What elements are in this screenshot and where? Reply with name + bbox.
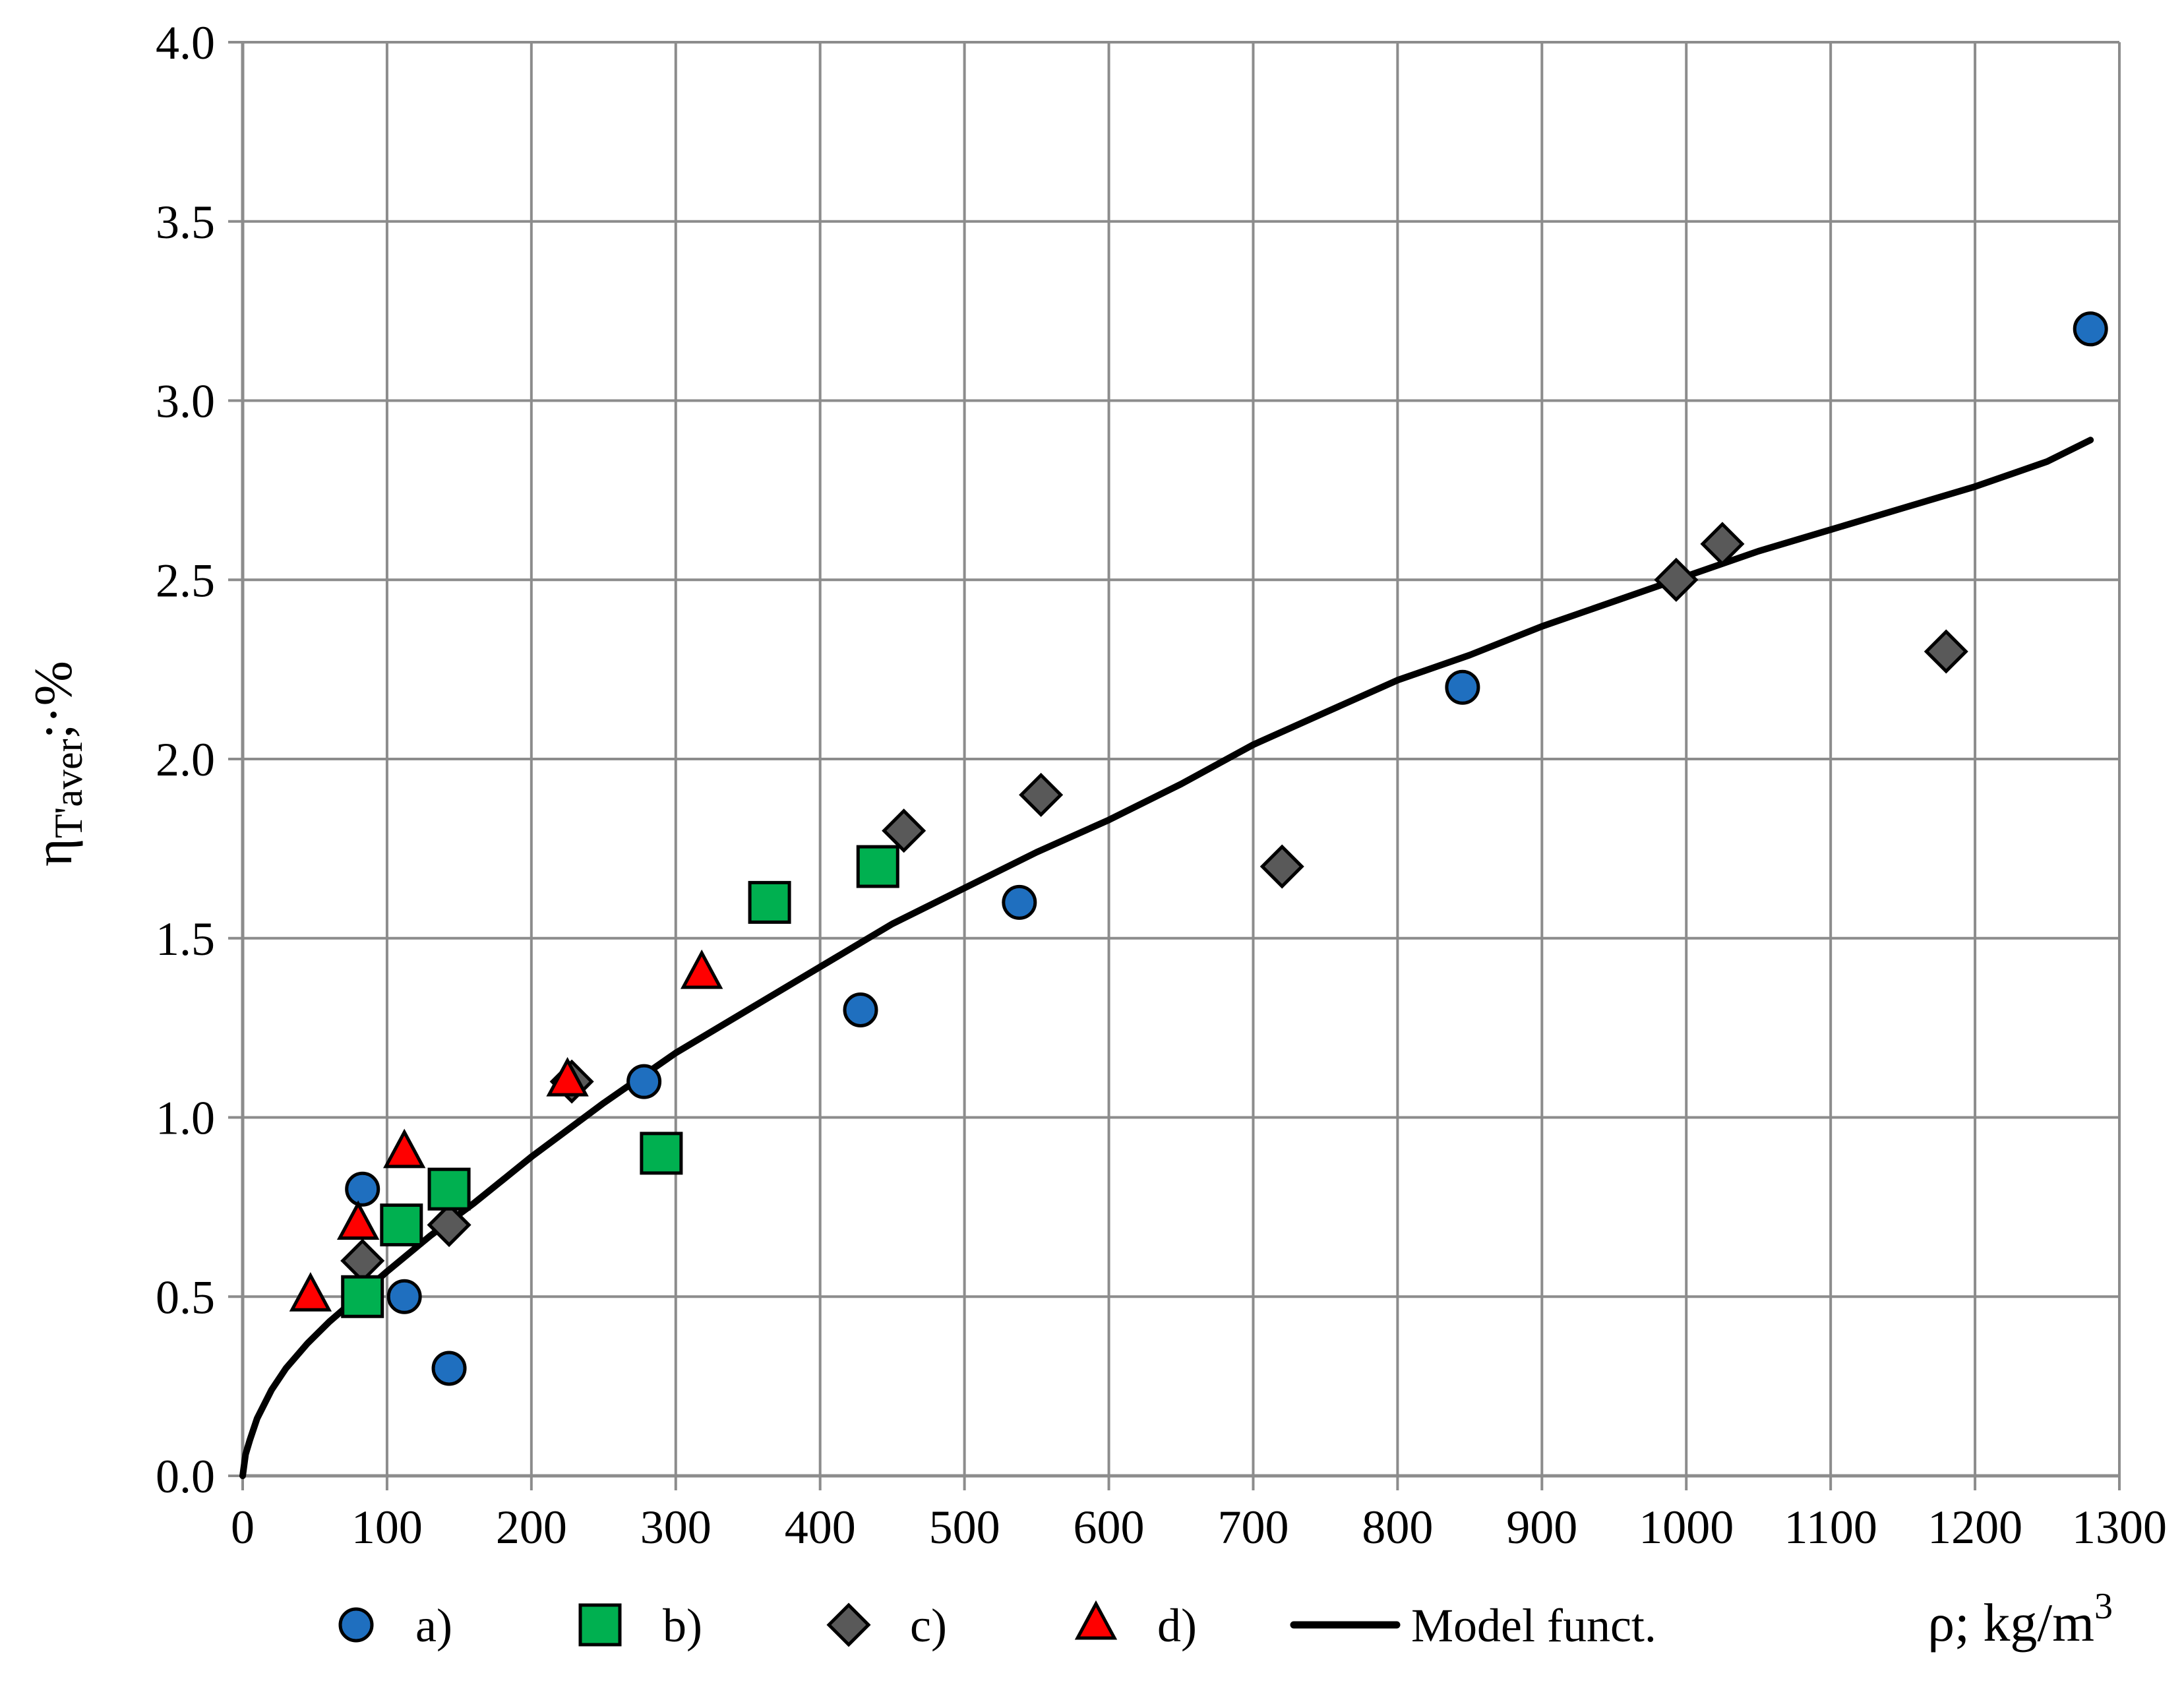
series-a-point <box>1002 884 1037 920</box>
grid-lines <box>243 41 2121 1476</box>
tick-labels: 0 100 200 300 400 500 600 700 800 900 1000 1100 1200… <box>156 16 2167 1554</box>
series-d-point <box>546 1056 589 1097</box>
series-b-point <box>380 1203 423 1247</box>
x-tick-label: 900 <box>1506 1501 1577 1554</box>
x-tick-label: 500 <box>929 1501 1000 1554</box>
series-c-point <box>1700 522 1745 566</box>
series-b-point <box>341 1275 384 1318</box>
series-a-point <box>843 992 878 1027</box>
x-tick-label: 200 <box>496 1501 567 1554</box>
series-b-point <box>427 1167 471 1211</box>
legend-label-a: a) <box>415 1599 452 1652</box>
series-b-point <box>856 845 899 888</box>
series-d-point <box>336 1200 380 1240</box>
x-tick-label: 1000 <box>1639 1501 1734 1554</box>
y-tick-label: 3.5 <box>156 196 215 249</box>
series-d-point <box>289 1271 332 1312</box>
y-tick-label: 2.0 <box>156 733 215 786</box>
y-tick-label: 0.5 <box>156 1271 215 1324</box>
legend-symbol-b <box>578 1603 622 1647</box>
legend-symbol-d <box>1074 1600 1118 1640</box>
series-a-point <box>2073 311 2108 347</box>
series-a-point <box>626 1064 662 1099</box>
series-c-point <box>1259 844 1304 889</box>
axes <box>228 41 2121 1490</box>
series-c-point <box>882 808 926 853</box>
legend-label-b: b) <box>663 1599 702 1652</box>
legend-label-modelfunct: Model funct. <box>1411 1599 1656 1652</box>
y-tick-label: 0.0 <box>156 1450 215 1503</box>
series-d-point <box>383 1128 426 1169</box>
series-c-point <box>427 1203 471 1248</box>
y-tick-label: 1.0 <box>156 1092 215 1145</box>
x-tick-label: 800 <box>1362 1501 1433 1554</box>
x-tick-label: 1100 <box>1784 1501 1877 1554</box>
x-axis-label-sup: 3 <box>2094 1586 2113 1627</box>
y-axis-label-main: η <box>23 838 83 867</box>
y-axis-label: ηT'aver;·% <box>23 661 90 867</box>
x-tick-label: 400 <box>785 1501 856 1554</box>
x-tick-label: 600 <box>1074 1501 1145 1554</box>
series-a-point <box>386 1279 422 1314</box>
model-function-line <box>239 437 2094 1479</box>
series-d-point <box>680 949 723 989</box>
series-b-point <box>640 1132 683 1175</box>
x-tick-label: 100 <box>351 1501 423 1554</box>
series-c-point <box>1654 557 1699 602</box>
series-b-point <box>748 880 791 924</box>
legend: a) b) c) d) Model funct. <box>338 1599 1656 1652</box>
y-axis-label-tail: ;·% <box>23 661 83 739</box>
y-tick-label: 4.0 <box>156 16 215 69</box>
x-tick-label: 1300 <box>2072 1501 2167 1554</box>
y-tick-label: 3.0 <box>156 375 215 428</box>
data-markers <box>289 311 2108 1386</box>
x-tick-label: 1200 <box>1927 1501 2022 1554</box>
legend-label-d: d) <box>1157 1599 1197 1652</box>
legend-label-c: c) <box>910 1599 947 1652</box>
x-tick-label: 700 <box>1217 1501 1289 1554</box>
series-c-point <box>1019 772 1064 817</box>
series-a-point <box>1445 669 1480 705</box>
y-axis-label-sub: T'aver <box>47 739 90 838</box>
series-c-point <box>1924 629 1968 674</box>
x-tick-label: 0 <box>231 1501 255 1554</box>
model-function-layer <box>239 437 2094 1479</box>
series-a-point <box>345 1171 380 1207</box>
series-a-point <box>431 1351 467 1386</box>
legend-symbol-c <box>826 1602 871 1647</box>
legend-symbol-a <box>338 1607 374 1643</box>
x-axis-label: ρ; kg/m3 <box>1927 1586 2113 1653</box>
y-tick-label: 2.5 <box>156 554 215 607</box>
x-tick-label: 300 <box>640 1501 712 1554</box>
y-tick-label: 1.5 <box>156 913 215 965</box>
x-axis-label-base: ρ; kg/m <box>1927 1593 2094 1653</box>
